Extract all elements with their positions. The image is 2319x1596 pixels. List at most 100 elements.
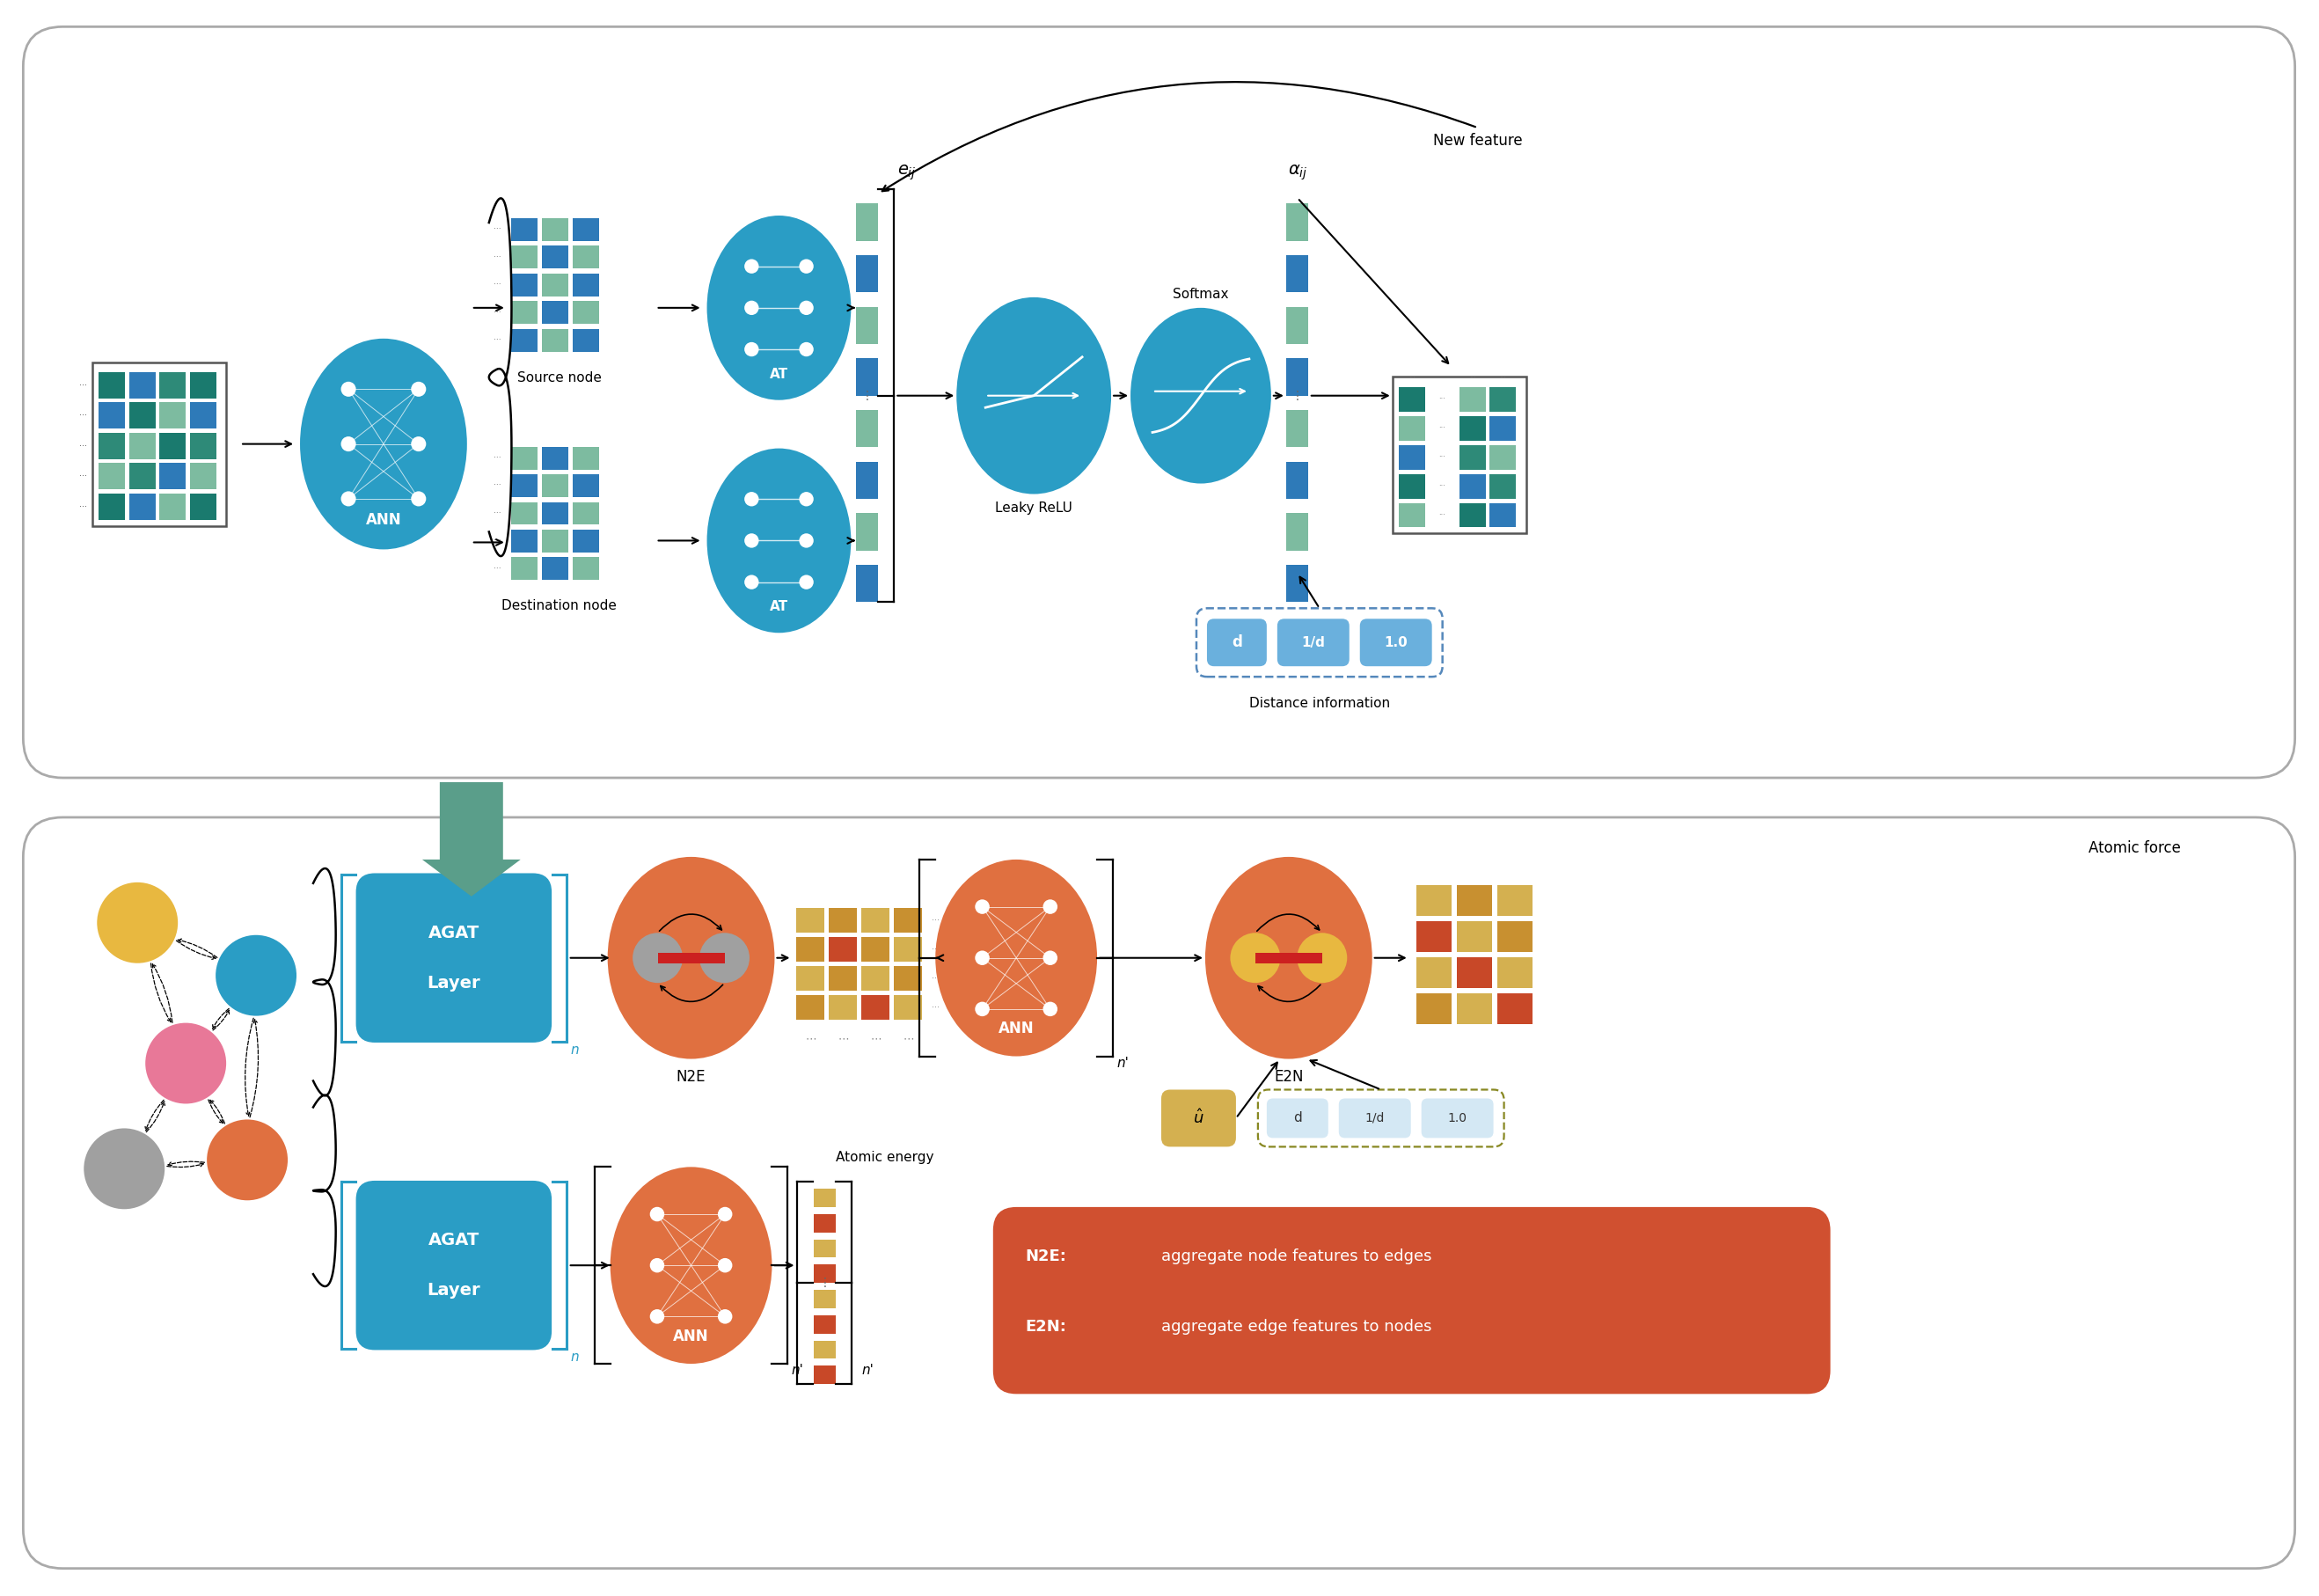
Circle shape bbox=[341, 381, 355, 397]
Text: 1/d: 1/d bbox=[1301, 635, 1324, 650]
Circle shape bbox=[649, 1309, 666, 1323]
Bar bbox=[814, 1189, 835, 1207]
Circle shape bbox=[1044, 1002, 1057, 1017]
Text: n': n' bbox=[863, 1363, 874, 1377]
Bar bbox=[160, 493, 186, 520]
Text: n: n bbox=[570, 1350, 580, 1363]
Bar bbox=[1456, 884, 1491, 916]
Bar bbox=[1287, 204, 1308, 241]
Text: n': n' bbox=[1115, 1057, 1129, 1069]
Circle shape bbox=[800, 492, 814, 506]
Bar bbox=[573, 447, 598, 469]
Text: n': n' bbox=[791, 1363, 802, 1377]
Bar bbox=[573, 219, 598, 241]
Text: ···: ··· bbox=[79, 412, 86, 420]
Bar bbox=[130, 493, 155, 520]
Bar bbox=[190, 493, 216, 520]
Bar bbox=[1398, 417, 1424, 440]
Bar bbox=[543, 530, 568, 552]
Bar bbox=[1456, 958, 1491, 988]
Text: ···: ··· bbox=[79, 381, 86, 389]
Bar bbox=[510, 329, 538, 351]
Circle shape bbox=[649, 1207, 666, 1221]
Text: $\hat{u}$: $\hat{u}$ bbox=[1192, 1109, 1204, 1127]
Bar bbox=[856, 359, 879, 396]
Ellipse shape bbox=[707, 215, 851, 401]
Bar bbox=[160, 402, 186, 429]
Bar bbox=[1489, 474, 1517, 498]
Ellipse shape bbox=[1129, 308, 1271, 484]
Bar bbox=[510, 246, 538, 268]
Bar bbox=[1287, 565, 1308, 602]
Text: ···: ··· bbox=[932, 1002, 939, 1012]
Bar bbox=[543, 219, 568, 241]
Text: Leaky ReLU: Leaky ReLU bbox=[995, 501, 1071, 514]
Bar bbox=[573, 530, 598, 552]
Circle shape bbox=[1044, 900, 1057, 915]
Bar bbox=[543, 474, 568, 496]
FancyBboxPatch shape bbox=[357, 1183, 550, 1349]
FancyArrow shape bbox=[422, 782, 519, 897]
Text: ⋯: ⋯ bbox=[870, 1033, 881, 1044]
Bar bbox=[856, 461, 879, 500]
Circle shape bbox=[719, 1258, 733, 1272]
Bar bbox=[510, 557, 538, 579]
Bar bbox=[1287, 461, 1308, 500]
FancyBboxPatch shape bbox=[1338, 1098, 1410, 1138]
Bar bbox=[573, 503, 598, 525]
Bar bbox=[130, 372, 155, 399]
Text: AT: AT bbox=[770, 367, 788, 381]
Ellipse shape bbox=[1206, 857, 1373, 1058]
FancyBboxPatch shape bbox=[1162, 1090, 1236, 1148]
Circle shape bbox=[744, 492, 758, 506]
Bar bbox=[814, 1315, 835, 1333]
Bar bbox=[895, 966, 923, 991]
Text: AGAT: AGAT bbox=[429, 924, 480, 942]
Bar bbox=[1498, 958, 1533, 988]
Bar bbox=[543, 246, 568, 268]
FancyBboxPatch shape bbox=[1257, 1090, 1505, 1148]
Circle shape bbox=[719, 1207, 733, 1221]
Bar bbox=[1489, 503, 1517, 527]
Text: ···: ··· bbox=[932, 974, 939, 983]
Bar bbox=[1456, 921, 1491, 951]
Bar bbox=[100, 433, 125, 460]
Circle shape bbox=[744, 300, 758, 314]
Circle shape bbox=[146, 1023, 227, 1104]
Bar bbox=[1398, 474, 1424, 498]
Bar bbox=[856, 255, 879, 292]
Ellipse shape bbox=[299, 338, 466, 549]
Text: $e_{ij}$: $e_{ij}$ bbox=[897, 163, 916, 182]
Bar bbox=[814, 1366, 835, 1384]
Text: ANN: ANN bbox=[999, 1021, 1034, 1037]
Bar bbox=[543, 503, 568, 525]
Text: Layer: Layer bbox=[427, 1282, 480, 1299]
Text: ···: ··· bbox=[494, 225, 501, 233]
Bar bbox=[1398, 445, 1424, 469]
Bar bbox=[510, 273, 538, 297]
Bar bbox=[160, 433, 186, 460]
Text: ···: ··· bbox=[494, 455, 501, 461]
Bar bbox=[100, 402, 125, 429]
Bar bbox=[573, 246, 598, 268]
Text: Atomic energy: Atomic energy bbox=[835, 1151, 935, 1165]
Text: Atomic force: Atomic force bbox=[2089, 839, 2180, 855]
Circle shape bbox=[719, 1309, 733, 1323]
Ellipse shape bbox=[1296, 932, 1347, 983]
Bar bbox=[543, 557, 568, 579]
Text: Softmax: Softmax bbox=[1173, 287, 1229, 302]
FancyBboxPatch shape bbox=[1359, 619, 1431, 666]
Text: N2E:: N2E: bbox=[1025, 1248, 1067, 1264]
Circle shape bbox=[800, 259, 814, 273]
Circle shape bbox=[410, 492, 427, 506]
Text: ···: ··· bbox=[79, 503, 86, 511]
Bar bbox=[573, 273, 598, 297]
Text: ···: ··· bbox=[494, 254, 501, 262]
Text: ···: ··· bbox=[1438, 396, 1445, 404]
Text: ···: ··· bbox=[932, 945, 939, 953]
Bar bbox=[1489, 386, 1517, 412]
Bar bbox=[100, 493, 125, 520]
Text: ···: ··· bbox=[494, 337, 501, 345]
Text: ⋮: ⋮ bbox=[819, 1277, 830, 1290]
Circle shape bbox=[216, 935, 297, 1017]
